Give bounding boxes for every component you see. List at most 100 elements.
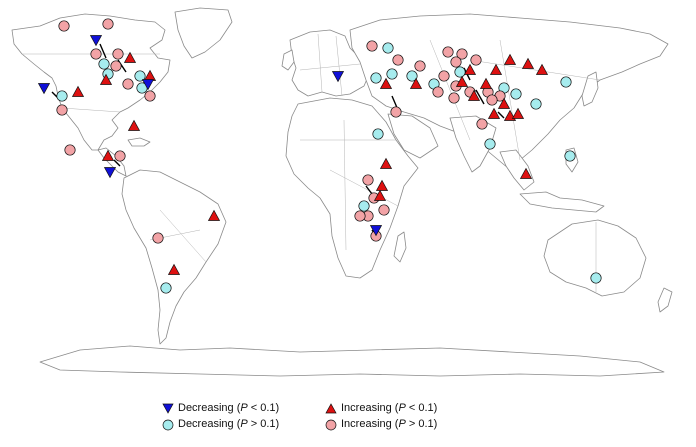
circle-icon bbox=[162, 419, 174, 431]
circle-icon bbox=[325, 419, 337, 431]
decreasing-nonsig-marker bbox=[530, 98, 542, 110]
increasing-sig-marker bbox=[379, 77, 393, 89]
increasing-sig-marker bbox=[123, 51, 137, 63]
southeast-asia bbox=[499, 149, 535, 191]
increasing-nonsig-marker bbox=[470, 54, 482, 66]
increasing-sig-marker bbox=[409, 77, 423, 89]
land-masses bbox=[11, 7, 673, 377]
increasing-sig-marker bbox=[479, 77, 493, 89]
triangle-up-icon bbox=[325, 403, 337, 414]
increasing-nonsig-marker bbox=[392, 54, 404, 66]
increasing-sig-marker bbox=[463, 63, 477, 75]
madagascar bbox=[393, 231, 407, 263]
legend-decreasing-sig: Decreasing (P < 0.1) bbox=[178, 402, 280, 414]
increasing-nonsig-marker bbox=[58, 20, 70, 32]
increasing-nonsig-marker bbox=[456, 48, 468, 60]
increasing-nonsig-marker bbox=[414, 60, 426, 72]
legend-decreasing-nonsig: Decreasing (P > 0.1) bbox=[178, 418, 280, 430]
increasing-nonsig-marker bbox=[438, 70, 450, 82]
africa bbox=[285, 97, 419, 279]
increasing-nonsig-marker bbox=[144, 90, 156, 102]
asia bbox=[349, 13, 669, 169]
increasing-sig-marker bbox=[489, 63, 503, 75]
japan bbox=[581, 71, 599, 107]
increasing-nonsig-marker bbox=[114, 150, 126, 162]
increasing-sig-marker bbox=[373, 189, 387, 201]
increasing-nonsig-marker bbox=[64, 144, 76, 156]
increasing-nonsig-marker bbox=[56, 104, 68, 116]
decreasing-nonsig-marker bbox=[134, 70, 146, 82]
increasing-sig-marker bbox=[503, 53, 517, 65]
antarctica bbox=[39, 345, 665, 377]
decreasing-nonsig-marker bbox=[358, 200, 370, 212]
new-zealand bbox=[657, 287, 673, 313]
legend-symbols bbox=[162, 403, 337, 431]
increasing-sig-marker bbox=[127, 119, 141, 131]
south-america bbox=[121, 169, 227, 345]
increasing-nonsig-marker bbox=[362, 174, 374, 186]
increasing-sig-marker bbox=[521, 57, 535, 69]
legend-increasing-nonsig: Increasing (P > 0.1) bbox=[341, 418, 438, 430]
decreasing-nonsig-marker bbox=[454, 66, 466, 78]
decreasing-nonsig-marker bbox=[372, 128, 384, 140]
increasing-nonsig-marker bbox=[476, 118, 488, 130]
decreasing-nonsig-marker bbox=[370, 72, 382, 84]
arabia bbox=[387, 113, 439, 159]
decreasing-nonsig-marker bbox=[98, 58, 110, 70]
increasing-nonsig-marker bbox=[450, 56, 462, 68]
caribbean bbox=[127, 137, 151, 147]
europe bbox=[289, 29, 371, 97]
decreasing-sig-marker bbox=[89, 35, 103, 47]
legend: Decreasing (P < 0.1) Decreasing (P > 0.1… bbox=[160, 402, 460, 442]
increasing-sig-marker bbox=[167, 263, 181, 275]
decreasing-nonsig-marker bbox=[382, 42, 394, 54]
decreasing-nonsig-marker bbox=[484, 138, 496, 150]
increasing-nonsig-marker bbox=[122, 78, 134, 90]
increasing-sig-marker bbox=[467, 89, 481, 101]
triangle-down-icon bbox=[162, 403, 174, 414]
increasing-sig-marker bbox=[519, 167, 533, 179]
decreasing-nonsig-marker bbox=[564, 150, 576, 162]
decreasing-nonsig-marker bbox=[590, 272, 602, 284]
decreasing-nonsig-marker bbox=[560, 76, 572, 88]
increasing-sig-marker bbox=[487, 107, 501, 119]
increasing-sig-marker bbox=[207, 209, 221, 221]
increasing-sig-marker bbox=[535, 63, 549, 75]
greenland bbox=[174, 7, 233, 59]
australia bbox=[543, 219, 647, 297]
decreasing-nonsig-marker bbox=[160, 282, 172, 294]
increasing-nonsig-marker bbox=[442, 46, 454, 58]
increasing-sig-marker bbox=[101, 149, 115, 161]
decreasing-nonsig-marker bbox=[510, 88, 522, 100]
increasing-nonsig-marker bbox=[112, 48, 124, 60]
increasing-nonsig-marker bbox=[90, 48, 102, 60]
increasing-nonsig-marker bbox=[390, 106, 402, 118]
increasing-nonsig-marker bbox=[486, 94, 498, 106]
decreasing-sig-marker bbox=[141, 79, 155, 91]
north-america bbox=[11, 13, 171, 151]
decreasing-sig-marker bbox=[103, 167, 117, 179]
markers bbox=[37, 18, 602, 294]
decreasing-sig-marker bbox=[37, 83, 51, 95]
increasing-sig-marker bbox=[497, 97, 511, 109]
increasing-sig-marker bbox=[375, 179, 389, 191]
increasing-nonsig-marker bbox=[152, 232, 164, 244]
increasing-sig-marker bbox=[455, 75, 469, 87]
decreasing-sig-marker bbox=[331, 71, 345, 83]
increasing-nonsig-marker bbox=[366, 40, 378, 52]
increasing-nonsig-marker bbox=[110, 60, 122, 72]
uk bbox=[281, 49, 295, 71]
increasing-sig-marker bbox=[379, 157, 393, 169]
increasing-nonsig-marker bbox=[354, 210, 366, 222]
increasing-sig-marker bbox=[511, 107, 525, 119]
increasing-nonsig-marker bbox=[378, 204, 390, 216]
increasing-sig-marker bbox=[99, 73, 113, 85]
increasing-nonsig-marker bbox=[448, 92, 460, 104]
decreasing-nonsig-marker bbox=[56, 90, 68, 102]
increasing-nonsig-marker bbox=[432, 86, 444, 98]
increasing-nonsig-marker bbox=[102, 18, 114, 30]
increasing-sig-marker bbox=[71, 85, 85, 97]
decreasing-nonsig-marker bbox=[386, 68, 398, 80]
decreasing-nonsig-marker bbox=[406, 70, 418, 82]
